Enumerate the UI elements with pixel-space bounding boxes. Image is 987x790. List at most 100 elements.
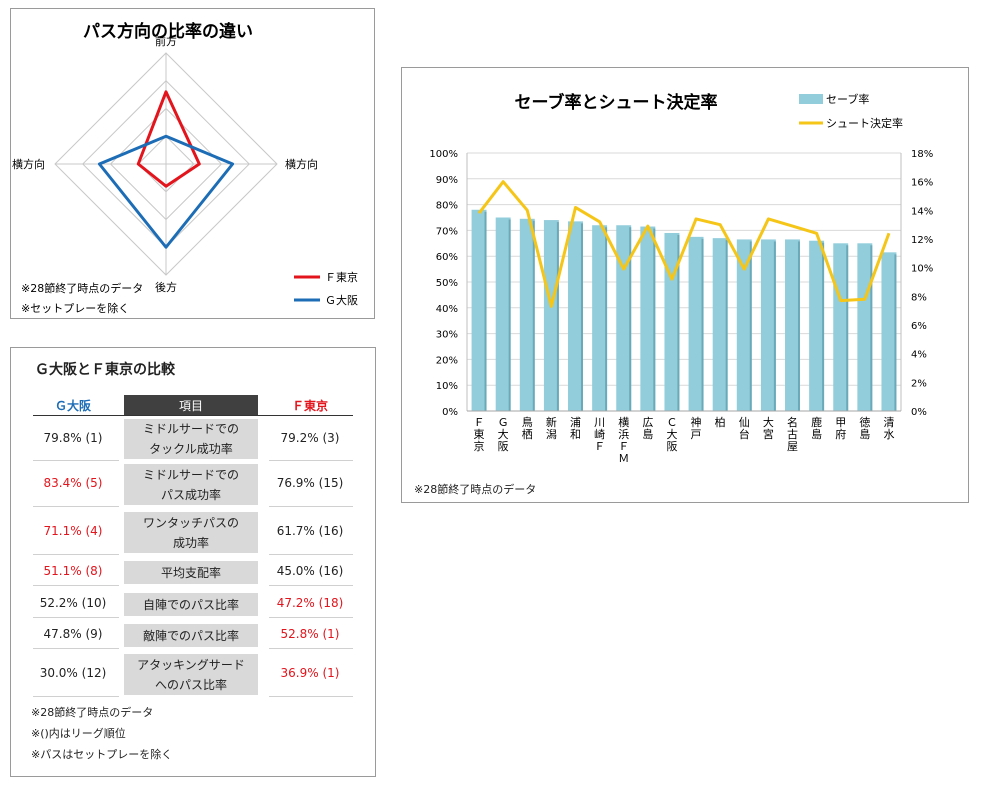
comparison-row-separator — [269, 554, 353, 555]
combo-left-tick-label: 0% — [442, 407, 458, 418]
combo-category-label: 浦和 — [570, 416, 581, 441]
combo-left-tick-label: 50% — [436, 278, 458, 289]
combo-right-tick-label: 8% — [911, 292, 927, 303]
combo-category-label: Ｆ東京 — [474, 416, 485, 453]
combo-left-tick-label: 80% — [436, 201, 458, 212]
combo-legend-line-label: シュート決定率 — [826, 116, 903, 130]
comparison-row-separator — [269, 460, 353, 461]
comparison-item: ミドルサードでの パス成功率 — [124, 464, 258, 505]
comparison-g-osaka-value: 52.2% (10) — [39, 596, 107, 610]
comparison-f-tokyo-value: 76.9% (15) — [276, 476, 344, 490]
combo-bar — [519, 218, 535, 411]
radar-note: ※セットプレーを除く — [21, 301, 129, 315]
radar-note: ※28節終了時点のデータ — [21, 281, 143, 295]
combo-bar-shade — [773, 241, 776, 411]
combo-bar-shade — [894, 254, 897, 411]
comparison-item-label: ミドルサードでの パス成功率 — [142, 467, 239, 502]
radar-axis-label: 後方 — [155, 280, 177, 294]
combo-bar-shade — [484, 211, 487, 411]
combo-bar — [640, 226, 656, 411]
comparison-row-separator — [33, 617, 119, 618]
combo-category-label: 柏 — [715, 415, 726, 429]
combo-bar — [495, 217, 511, 411]
comparison-f-tokyo-value: 36.9% (1) — [280, 666, 340, 680]
radar-axis-label: 前方 — [155, 34, 177, 48]
combo-category-label: 名古屋 — [787, 415, 798, 453]
comparison-row-separator — [33, 460, 119, 461]
combo-right-tick-label: 12% — [911, 235, 933, 246]
combo-bar — [760, 239, 776, 411]
combo-category-label: 広島 — [642, 416, 653, 441]
combo-bar — [471, 209, 487, 411]
comparison-g-osaka-value: 71.1% (4) — [43, 524, 103, 538]
combo-category-label: 大宮 — [763, 415, 774, 441]
comparison-item: 敵陣でのパス比率 — [124, 624, 258, 647]
combo-left-tick-label: 100% — [429, 149, 458, 160]
combo-category-label: Ｇ大阪 — [498, 416, 509, 453]
comparison-title: Ｇ大阪とＦ東京の比較 — [35, 362, 175, 378]
combo-category-label: 川崎Ｆ — [594, 416, 605, 453]
comparison-row-separator — [269, 585, 353, 586]
comparison-item-label: アタッキングサード へのパス比率 — [137, 657, 245, 692]
combo-category-label: 清水 — [883, 416, 894, 441]
combo-bar-shade — [822, 242, 825, 411]
radar-legend-label: Ｇ大阪 — [325, 293, 358, 307]
combo-bar-shade — [749, 241, 752, 411]
comparison-item: 自陣でのパス比率 — [124, 593, 258, 616]
combo-bar — [543, 220, 559, 411]
combo-line-series — [477, 180, 891, 308]
combo-right-tick-label: 4% — [911, 350, 927, 361]
comparison-notes: ※28節終了時点のデータ ※()内はリーグ順位 ※パスはセットプレーを除く — [31, 702, 172, 765]
comparison-row-separator — [269, 648, 353, 649]
comparison-f-tokyo-value: 45.0% (16) — [276, 564, 344, 578]
combo-bar-shade — [580, 223, 583, 411]
combo-right-tick-label: 2% — [911, 378, 927, 389]
combo-right-tick-label: 14% — [911, 206, 933, 217]
combo-category-label: 鳥栖 — [522, 415, 533, 441]
comparison-g-osaka-value: 83.4% (5) — [43, 476, 103, 490]
combo-category-label: 新潟 — [546, 415, 557, 441]
radar-axis-label: 横方向 — [12, 157, 45, 171]
combo-left-tick-label: 60% — [436, 252, 458, 263]
comparison-row-separator — [33, 696, 119, 697]
combo-bar-shade — [725, 240, 728, 411]
radar-series-f-tokyo — [136, 90, 201, 188]
comparison-item-label: 自陣でのパス比率 — [142, 597, 239, 612]
combo-category-label: 徳島 — [859, 416, 870, 441]
comparison-row-separator — [269, 506, 353, 507]
comparison-f-tokyo-value: 61.7% (16) — [276, 524, 344, 538]
combo-bar — [881, 252, 897, 411]
comparison-note: ※パスはセットプレーを除く — [31, 748, 173, 761]
combo-bar-shade — [532, 220, 535, 411]
combo-right-tick-label: 16% — [911, 178, 933, 189]
comparison-header-g-osaka: Ｇ大阪 — [54, 399, 91, 413]
combo-right-tick-label: 18% — [911, 149, 933, 160]
comparison-row-separator — [33, 554, 119, 555]
comparison-note: ※28節終了時点のデータ — [31, 706, 154, 719]
comparison-row-separator — [33, 506, 119, 507]
combo-left-tick-label: 20% — [436, 355, 458, 366]
comparison-item: アタッキングサード へのパス比率 — [124, 654, 258, 695]
radar-series-g-osaka — [97, 134, 235, 249]
comparison-g-osaka-value: 79.8% (1) — [43, 430, 103, 445]
combo-bar-shade — [605, 227, 608, 411]
combo-bar-shade — [846, 245, 849, 411]
comparison-g-osaka-value: 51.1% (8) — [43, 564, 103, 578]
combo-right-tick-label: 0% — [911, 407, 927, 418]
combo-chart-panel: セーブ率とシュート決定率 セーブ率 シュート決定率 0% 10% 20% 30% 40% 50%… — [401, 67, 969, 503]
comparison-f-tokyo-value: 47.2% (18) — [276, 596, 344, 610]
combo-bar — [809, 240, 825, 411]
combo-bar-shade — [797, 241, 800, 411]
combo-chart-notes: ※28節終了時点のデータ — [414, 479, 536, 500]
combo-right-tick-label: 6% — [911, 321, 927, 332]
radar-chart-panel: パス方向の比率の違い 前方 横方向 後方 横方向 Ｆ東京 Ｇ大阪 ※28節終了時点のデータ ※セ… — [10, 8, 375, 319]
comparison-item: 平均支配率 — [124, 561, 258, 584]
combo-bar — [712, 238, 728, 411]
comparison-item-label: ワンタッチパスの 成功率 — [142, 515, 239, 550]
combo-bar — [592, 225, 608, 411]
combo-bar — [688, 236, 704, 411]
comparison-f-tokyo-value: 79.2% (3) — [280, 430, 340, 445]
combo-bar-shade — [629, 227, 632, 411]
